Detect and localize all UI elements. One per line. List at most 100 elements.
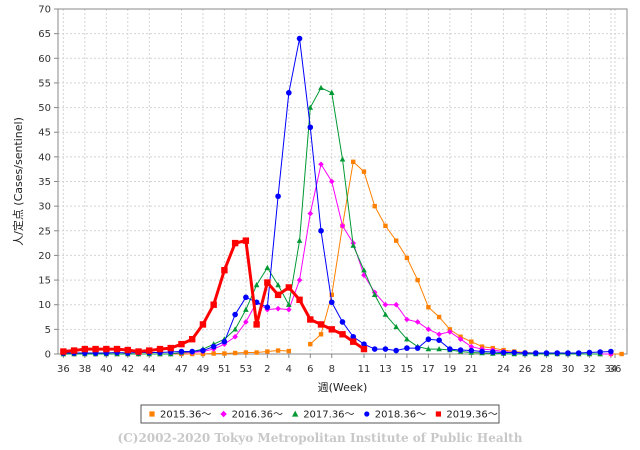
data-point <box>274 291 282 299</box>
data-point <box>619 351 624 357</box>
y-tick-label: 65 <box>38 29 51 40</box>
data-point <box>307 104 314 110</box>
data-point <box>382 346 389 352</box>
x-tick-label: 19 <box>443 364 456 375</box>
y-tick-label: 50 <box>38 103 51 114</box>
data-point <box>232 333 238 340</box>
data-point <box>575 350 582 356</box>
data-point <box>307 210 314 217</box>
data-point <box>361 341 367 347</box>
data-point <box>318 161 324 168</box>
x-tick-label: 36 <box>57 364 70 375</box>
legend-label: 2019.36～ <box>446 410 497 421</box>
data-point <box>364 411 370 417</box>
data-point <box>92 345 99 353</box>
data-point <box>404 316 410 323</box>
data-point <box>265 349 270 354</box>
x-tick-label: 8 <box>329 364 335 375</box>
x-axis-title: 週(Week) <box>318 381 368 394</box>
legend-label: 2015.36～ <box>160 410 211 421</box>
data-point <box>189 348 195 355</box>
data-point <box>426 304 431 310</box>
data-point <box>243 306 249 312</box>
legend-item[interactable]: 2016.36～ <box>220 410 283 421</box>
data-point <box>113 345 121 353</box>
data-point <box>135 348 142 355</box>
x-tick-label: 30 <box>562 364 575 375</box>
data-point <box>318 332 324 337</box>
data-point <box>339 156 346 162</box>
data-point <box>242 237 250 244</box>
grid-lines <box>58 8 627 355</box>
data-point <box>468 343 475 350</box>
data-point <box>243 294 249 301</box>
data-point <box>468 347 475 354</box>
y-tick-label: 35 <box>38 177 51 188</box>
data-point <box>254 350 259 355</box>
data-point <box>457 347 464 353</box>
data-point <box>275 193 281 200</box>
data-point <box>565 350 571 356</box>
series-2018.36～ <box>60 35 614 356</box>
series-2019.36～ <box>60 237 368 355</box>
data-point <box>243 350 249 355</box>
data-point <box>264 279 271 286</box>
x-tick-label: 24 <box>497 364 510 375</box>
y-tick-label: 60 <box>38 54 51 65</box>
series-line <box>309 161 622 355</box>
data-point <box>103 345 110 353</box>
data-point <box>597 349 603 355</box>
copyright-credit: (C)2002-2020 Tokyo Metropolitan Institut… <box>118 431 523 445</box>
data-point <box>447 329 453 335</box>
x-tick-label: 40 <box>100 364 113 375</box>
data-point <box>436 346 442 352</box>
data-point <box>404 345 410 351</box>
data-point <box>307 124 314 131</box>
legend[interactable]: 2015.36～ 2016.36～ 2017.36～ 2018.36～ 2019.36～ <box>140 404 500 424</box>
data-point <box>436 337 442 344</box>
y-axis-title: 人/定点 (Cases/sentinel) <box>11 117 25 246</box>
data-point <box>371 346 378 352</box>
y-tick-label: 10 <box>38 300 51 311</box>
y-tick-label: 0 <box>45 350 51 361</box>
data-point <box>149 411 155 417</box>
data-point <box>351 159 356 164</box>
data-point <box>286 301 292 307</box>
data-point <box>415 277 420 283</box>
data-point <box>469 339 474 344</box>
data-point <box>608 348 614 355</box>
data-point <box>393 301 399 308</box>
data-point <box>361 169 367 174</box>
data-point <box>382 301 389 308</box>
x-tick-label: 2 <box>264 364 270 375</box>
data-point <box>318 84 324 91</box>
data-point <box>146 347 153 354</box>
data-point <box>275 282 281 288</box>
data-point <box>275 348 281 353</box>
data-point <box>296 35 303 42</box>
data-point <box>393 238 399 243</box>
x-tick-label: 11 <box>358 364 371 375</box>
legend-item[interactable]: 2018.36～ <box>364 410 426 421</box>
data-point <box>490 349 496 355</box>
data-point <box>414 345 421 351</box>
y-tick-label: 5 <box>45 325 51 336</box>
data-point <box>371 291 378 298</box>
data-point <box>457 336 464 343</box>
data-point <box>296 277 303 283</box>
data-point <box>383 223 388 229</box>
legend-item[interactable]: 2015.36～ <box>149 410 211 421</box>
data-point <box>253 282 260 288</box>
data-point <box>286 306 292 313</box>
data-point <box>339 331 346 338</box>
x-tick-label: 6 <box>307 364 313 375</box>
data-point <box>286 348 292 354</box>
data-point <box>308 341 313 347</box>
data-point <box>328 326 335 333</box>
data-point <box>200 347 206 354</box>
data-point <box>393 323 399 330</box>
legend-item[interactable]: 2017.36～ <box>292 410 355 421</box>
data-point <box>210 343 217 350</box>
legend-item[interactable]: 2019.36～ <box>435 410 498 421</box>
